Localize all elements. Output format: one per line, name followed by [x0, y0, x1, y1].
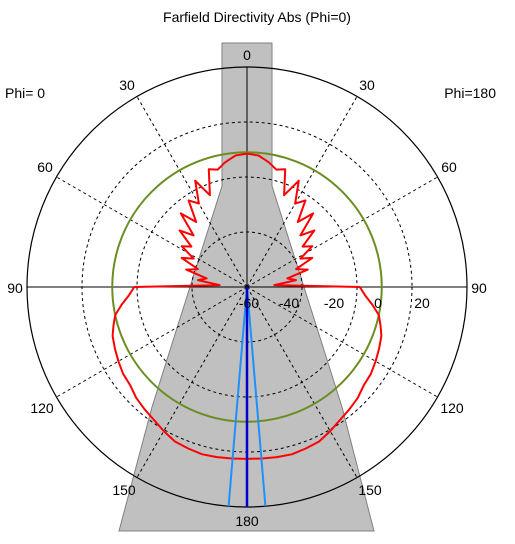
radial-tick-label-0: 0 [374, 295, 382, 311]
theta-label-150-left: 150 [112, 482, 136, 498]
chart-title: Farfield Directivity Abs (Phi=0) [163, 9, 351, 25]
theta-label-180: 180 [235, 513, 259, 529]
radial-tick-label--40: -40 [279, 295, 299, 311]
theta-label-150-right: 150 [358, 482, 382, 498]
theta-label-30-right: 30 [359, 77, 375, 93]
phi-left-label: Phi= 0 [5, 85, 45, 101]
grid-spoke [246, 176, 438, 288]
theta-label-60-right: 60 [441, 159, 457, 175]
radial-tick-label-20: 20 [414, 295, 430, 311]
radial-tick-label--20: -20 [324, 295, 344, 311]
radial-tick-label--60: -60 [239, 295, 259, 311]
main-lobe-markers [227, 286, 267, 507]
grid-spoke [246, 286, 358, 478]
width-3db-line [246, 286, 267, 507]
grid-spoke [56, 286, 248, 398]
grid-spoke [56, 176, 248, 288]
theta-label-60-left: 60 [37, 159, 53, 175]
theta-label-90-left: 90 [7, 280, 23, 296]
theta-label-120-left: 120 [30, 400, 54, 416]
grid-spoke [246, 96, 358, 288]
theta-label-120-right: 120 [440, 400, 464, 416]
theta-label-90-right: 90 [471, 280, 487, 296]
grid-spoke [136, 286, 248, 478]
angle-labels: Phi= 0 Phi=180 0 30 30 60 60 90 90 120 1… [5, 47, 496, 529]
theta-label-30-left: 30 [119, 77, 135, 93]
grid-spoke [246, 286, 438, 398]
width-3db-line [227, 286, 248, 507]
phi-right-label: Phi=180 [444, 85, 496, 101]
theta-label-0: 0 [243, 47, 251, 63]
grid-spoke [136, 96, 248, 288]
